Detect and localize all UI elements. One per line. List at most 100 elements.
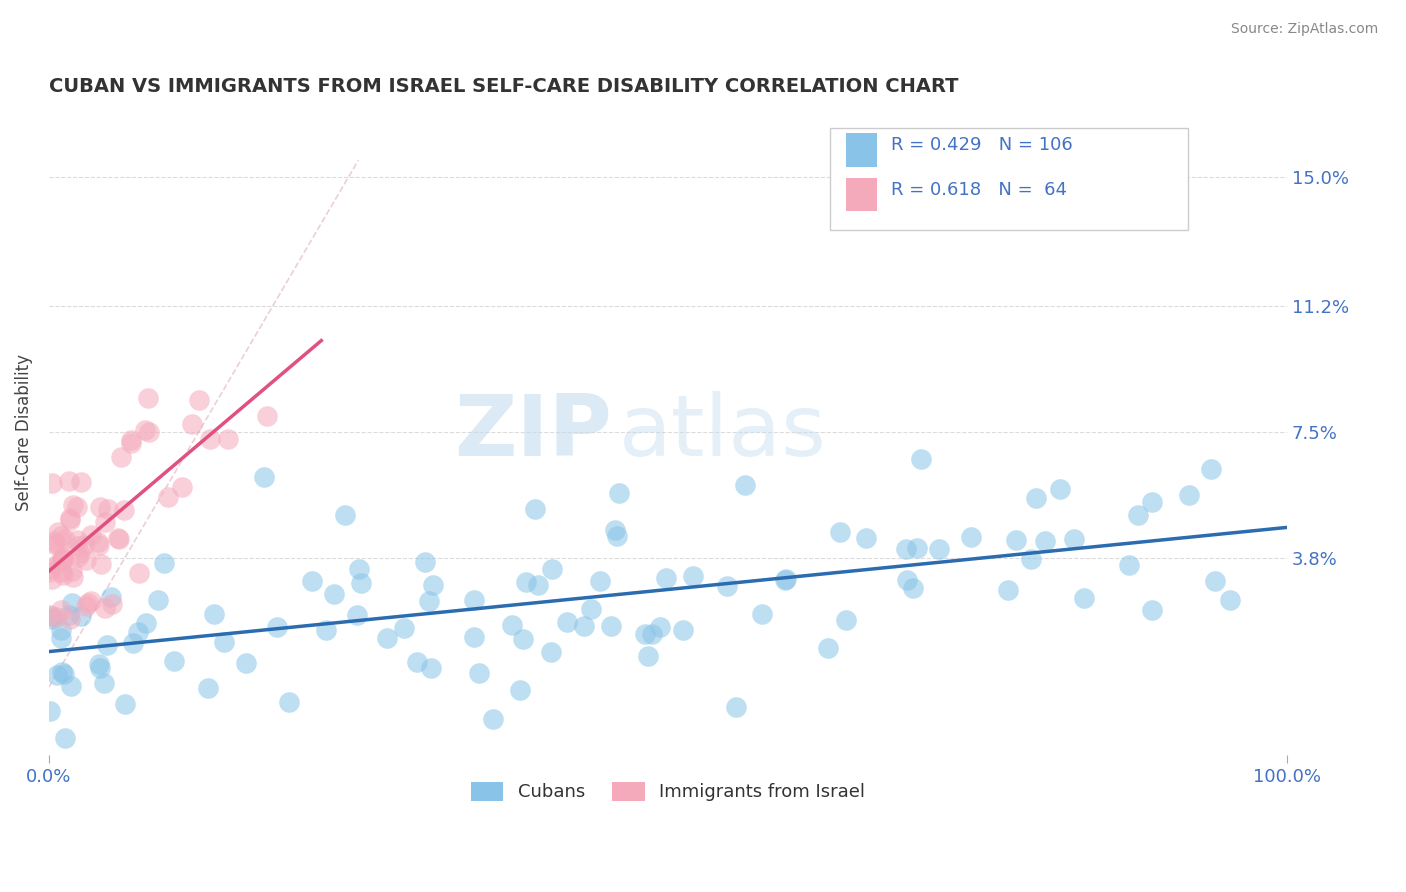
Point xyxy=(38,608,60,623)
Point xyxy=(146,592,169,607)
Point xyxy=(512,632,534,647)
Point xyxy=(905,541,928,555)
Point xyxy=(58,608,80,623)
Point xyxy=(51,551,73,566)
Point xyxy=(855,531,877,545)
Point xyxy=(46,524,69,539)
Point xyxy=(100,597,122,611)
Point xyxy=(77,596,100,610)
Point xyxy=(377,631,399,645)
Text: atlas: atlas xyxy=(619,391,827,474)
Point xyxy=(634,626,657,640)
Point xyxy=(526,578,548,592)
Point xyxy=(817,640,839,655)
Point xyxy=(60,680,83,694)
Point xyxy=(349,576,371,591)
Point xyxy=(1004,533,1026,547)
Point xyxy=(540,562,562,576)
Point xyxy=(607,486,630,500)
Point xyxy=(127,625,149,640)
Point xyxy=(266,620,288,634)
Point xyxy=(1019,551,1042,566)
Point xyxy=(1049,482,1071,496)
Point xyxy=(73,537,96,551)
Point xyxy=(181,417,204,431)
Point xyxy=(41,476,63,491)
Point xyxy=(392,621,415,635)
Point xyxy=(49,603,72,617)
Point xyxy=(1033,533,1056,548)
Point xyxy=(53,666,76,681)
Point xyxy=(1126,508,1149,522)
Point xyxy=(120,434,142,448)
Point xyxy=(422,578,444,592)
Point xyxy=(134,423,156,437)
Point xyxy=(734,478,756,492)
Point xyxy=(53,731,76,745)
Point xyxy=(509,683,531,698)
Point xyxy=(335,508,357,522)
Point xyxy=(66,533,89,548)
Point xyxy=(347,562,370,576)
Point xyxy=(138,425,160,439)
Point xyxy=(910,452,932,467)
Point xyxy=(49,631,72,645)
Point xyxy=(108,532,131,546)
Point xyxy=(110,450,132,464)
Point xyxy=(135,616,157,631)
Point xyxy=(277,695,299,709)
Point xyxy=(122,636,145,650)
Point xyxy=(894,542,917,557)
Point xyxy=(170,480,193,494)
Point xyxy=(45,558,67,572)
Point xyxy=(1073,591,1095,606)
Point xyxy=(420,661,443,675)
Point xyxy=(52,550,75,565)
Point xyxy=(100,590,122,604)
Point xyxy=(540,645,562,659)
Point xyxy=(901,581,924,595)
Point xyxy=(75,599,97,614)
Point xyxy=(405,655,427,669)
Point xyxy=(672,624,695,638)
Point xyxy=(725,699,748,714)
Point xyxy=(716,579,738,593)
Point xyxy=(94,515,117,529)
Point xyxy=(75,553,97,567)
Point xyxy=(107,531,129,545)
Point xyxy=(323,587,346,601)
Point xyxy=(773,573,796,587)
Point xyxy=(52,553,75,567)
Point xyxy=(80,594,103,608)
Point xyxy=(253,470,276,484)
Point xyxy=(828,525,851,540)
Point xyxy=(62,570,84,584)
Point xyxy=(42,537,65,551)
Point xyxy=(682,568,704,582)
Point xyxy=(46,667,69,681)
Point xyxy=(468,666,491,681)
Point xyxy=(59,612,82,626)
Point xyxy=(89,500,111,515)
Point xyxy=(418,594,440,608)
Point xyxy=(775,572,797,586)
Point xyxy=(960,530,983,544)
Point xyxy=(463,630,485,644)
Point xyxy=(1140,494,1163,508)
Text: R = 0.618   N =  64: R = 0.618 N = 64 xyxy=(891,181,1067,199)
Point xyxy=(581,601,603,615)
Point xyxy=(1199,462,1222,476)
Point xyxy=(66,550,89,565)
Point xyxy=(66,500,89,515)
Point xyxy=(1142,603,1164,617)
Point xyxy=(87,538,110,552)
Point xyxy=(928,542,950,557)
Point xyxy=(58,474,80,488)
Point xyxy=(52,568,75,582)
Text: R = 0.429   N = 106: R = 0.429 N = 106 xyxy=(891,136,1073,154)
Point xyxy=(45,536,67,550)
Point xyxy=(413,555,436,569)
Point xyxy=(38,566,60,580)
Point xyxy=(70,609,93,624)
Point xyxy=(163,654,186,668)
